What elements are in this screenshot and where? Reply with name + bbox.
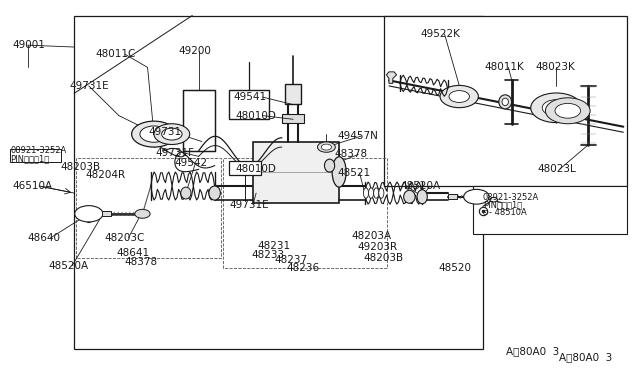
Ellipse shape (404, 190, 415, 203)
Text: 48521: 48521 (337, 168, 371, 178)
Circle shape (555, 103, 580, 118)
Text: 48640: 48640 (28, 233, 61, 243)
Text: 48233: 48233 (251, 250, 284, 260)
Circle shape (542, 100, 570, 116)
Ellipse shape (369, 188, 374, 198)
Text: A˹80A0  3: A˹80A0 3 (559, 352, 612, 362)
Ellipse shape (374, 188, 379, 198)
Circle shape (162, 128, 182, 140)
Text: 49200: 49200 (178, 46, 211, 56)
Ellipse shape (499, 95, 511, 109)
Text: 48236: 48236 (287, 263, 320, 273)
Text: 48023K: 48023K (536, 62, 575, 73)
Circle shape (449, 91, 469, 102)
Text: 49542: 49542 (174, 158, 207, 168)
Circle shape (317, 142, 335, 152)
Text: 48641: 48641 (117, 248, 150, 258)
Polygon shape (285, 84, 301, 105)
Text: 48203B: 48203B (60, 162, 100, 172)
Polygon shape (448, 194, 458, 199)
Text: 48203A: 48203A (352, 231, 392, 241)
Circle shape (490, 198, 497, 202)
Polygon shape (182, 90, 214, 151)
Text: 48023L: 48023L (537, 164, 576, 174)
Text: PINピン（1）: PINピン（1） (483, 201, 522, 210)
Ellipse shape (379, 188, 384, 198)
Text: 48378: 48378 (335, 150, 368, 160)
Text: 49731E: 49731E (229, 199, 269, 209)
Text: 48231: 48231 (257, 241, 291, 251)
Polygon shape (10, 149, 61, 162)
Text: 48378: 48378 (125, 257, 157, 267)
Text: 49001: 49001 (12, 40, 45, 50)
Polygon shape (74, 16, 483, 349)
Text: 48204R: 48204R (85, 170, 125, 180)
Ellipse shape (332, 157, 346, 187)
Circle shape (132, 121, 176, 147)
Circle shape (140, 126, 168, 142)
Text: 48520: 48520 (438, 263, 471, 273)
Text: 08921-3252A: 08921-3252A (10, 146, 67, 155)
Text: 49203R: 49203R (357, 242, 397, 252)
Text: 49457N: 49457N (338, 131, 379, 141)
Text: 48203B: 48203B (364, 253, 404, 263)
Text: 48520A: 48520A (49, 261, 89, 271)
Text: 48011K: 48011K (484, 62, 525, 73)
Ellipse shape (209, 186, 220, 200)
Polygon shape (387, 72, 397, 83)
Circle shape (531, 93, 582, 123)
Text: 49731E: 49731E (70, 81, 109, 91)
Text: 48203C: 48203C (104, 233, 145, 243)
Polygon shape (384, 16, 627, 186)
Ellipse shape (364, 188, 369, 198)
Circle shape (135, 209, 150, 218)
Text: 49541: 49541 (234, 92, 267, 102)
Text: ⊙- 48510A: ⊙- 48510A (481, 208, 526, 217)
Text: 48010D: 48010D (236, 164, 276, 174)
Text: 48010D: 48010D (236, 110, 276, 121)
Ellipse shape (502, 98, 508, 106)
Ellipse shape (324, 159, 335, 172)
Polygon shape (282, 114, 304, 123)
Text: 48237: 48237 (274, 255, 307, 265)
Circle shape (440, 86, 478, 108)
Circle shape (75, 206, 103, 222)
Text: 46510A: 46510A (12, 181, 52, 191)
Circle shape (464, 189, 489, 204)
Text: A˹80A0  3: A˹80A0 3 (506, 346, 559, 356)
Circle shape (545, 98, 590, 124)
Polygon shape (473, 186, 627, 234)
Circle shape (321, 144, 332, 150)
Polygon shape (253, 141, 339, 203)
Text: 49731: 49731 (149, 127, 182, 137)
Polygon shape (102, 211, 111, 217)
Circle shape (154, 124, 189, 144)
Ellipse shape (417, 190, 428, 204)
Text: 49731F: 49731F (156, 148, 194, 158)
Polygon shape (229, 161, 261, 175)
Polygon shape (229, 90, 269, 119)
Text: 48520A: 48520A (401, 181, 440, 191)
Text: 49522K: 49522K (421, 29, 461, 39)
Text: 48011C: 48011C (95, 49, 136, 60)
Text: PINピン（1）: PINピン（1） (10, 154, 49, 163)
Text: 08921-3252A: 08921-3252A (483, 193, 539, 202)
Ellipse shape (180, 187, 191, 199)
